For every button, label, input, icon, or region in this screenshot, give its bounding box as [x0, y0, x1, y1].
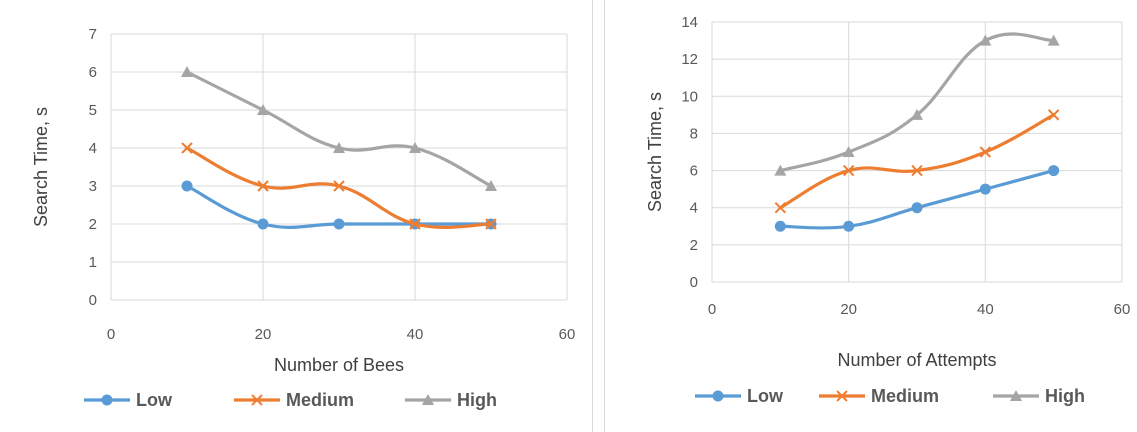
data-point-high — [842, 146, 855, 157]
data-point-medium — [842, 164, 855, 177]
data-point-medium-stroke — [911, 164, 923, 177]
gridlines — [110, 33, 568, 301]
data-point-high — [257, 104, 269, 115]
data-point-medium-stroke — [774, 202, 787, 214]
y-tick-label: 1 — [89, 254, 97, 271]
y-tick-label: 4 — [89, 140, 97, 157]
data-point-low — [774, 220, 786, 232]
x-tick-label: 20 — [255, 326, 272, 343]
legend-label-low: Low — [136, 390, 173, 410]
legend-label-high: High — [1045, 386, 1085, 406]
data-point-medium-stroke — [409, 218, 421, 230]
gridlines — [711, 21, 1123, 283]
data-point-medium — [911, 164, 923, 177]
series-low — [774, 165, 1060, 232]
data-point-medium — [485, 218, 497, 230]
data-point-medium — [1047, 109, 1060, 121]
legend-marker-medium — [251, 394, 263, 406]
legend-marker-medium-stroke — [251, 394, 263, 406]
y-tick-label: 12 — [681, 51, 698, 68]
y-tick-label: 0 — [690, 274, 698, 291]
data-point-low — [911, 202, 923, 214]
y-tick-label: 4 — [690, 200, 698, 217]
data-point-low — [843, 220, 855, 232]
series-line-low — [778, 168, 1056, 230]
data-point-low — [257, 218, 269, 230]
data-point-medium-stroke — [333, 180, 345, 192]
legend-marker-medium — [836, 390, 848, 402]
data-point-high — [1047, 34, 1060, 46]
data-point-medium — [979, 146, 992, 158]
y-tick-label: 10 — [681, 88, 698, 105]
x-axis-title: Number of Bees — [274, 355, 404, 375]
data-point-low — [181, 180, 193, 192]
data-point-low — [1048, 165, 1060, 177]
x-tick-label: 40 — [407, 326, 424, 343]
data-point-low — [979, 183, 991, 195]
x-tick-label: 0 — [708, 301, 716, 318]
series-medium — [774, 109, 1060, 214]
data-point-medium — [257, 180, 269, 192]
chart-attempts: 0 2 4 6 8 10 12 14 0 20 40 60 Number of Attempts Sear… — [645, 14, 1131, 406]
chart-panel-attempts: 0 2 4 6 8 10 12 14 0 20 40 60 Number of Attempts Sear… — [604, 0, 1137, 432]
y-axis-title: Search Time, s — [31, 107, 51, 227]
series-high — [774, 32, 1060, 176]
series-low — [181, 180, 497, 230]
x-tick-label: 60 — [1114, 301, 1131, 318]
x-tick-label: 20 — [840, 301, 857, 318]
legend-marker-low — [101, 394, 113, 406]
data-point-medium-stroke — [842, 164, 855, 177]
series-medium — [181, 142, 497, 230]
data-point-medium-stroke — [181, 142, 193, 154]
legend-marker-low — [712, 390, 724, 402]
y-tick-label: 6 — [690, 163, 698, 180]
data-point-medium-stroke — [257, 180, 269, 192]
series-line-high — [185, 70, 493, 188]
data-point-high — [979, 34, 992, 46]
y-tick-label: 8 — [690, 125, 698, 142]
legend-marker-medium-stroke — [836, 390, 848, 402]
x-tick-label: 60 — [559, 326, 576, 343]
chart-bees: 0 1 2 3 4 5 6 7 0 20 40 60 Number of Bees Search Time… — [31, 26, 576, 410]
data-point-high — [485, 180, 497, 191]
data-point-medium — [181, 142, 193, 154]
chart-panel-bees: 0 1 2 3 4 5 6 7 0 20 40 60 Number of Bees Search Time… — [31, 0, 593, 432]
y-tick-label: 6 — [89, 64, 97, 81]
data-point-medium — [333, 180, 345, 192]
data-point-high — [333, 142, 345, 153]
x-tick-label: 40 — [977, 301, 994, 318]
data-point-medium-stroke — [979, 146, 992, 158]
data-point-high — [409, 142, 421, 153]
data-point-medium-stroke — [485, 218, 497, 230]
data-point-low — [333, 218, 345, 230]
legend-label-low: Low — [747, 386, 784, 406]
legend: Low Medium High — [695, 386, 1085, 406]
y-tick-label: 3 — [89, 178, 97, 195]
y-tick-label: 7 — [89, 26, 97, 43]
legend-marker-high — [1010, 390, 1022, 401]
data-point-medium-stroke — [1047, 109, 1060, 121]
data-point-high — [911, 108, 923, 120]
data-point-high — [181, 66, 193, 77]
y-tick-label: 2 — [89, 216, 97, 233]
y-tick-label: 14 — [681, 14, 698, 31]
data-point-medium — [409, 218, 421, 230]
x-tick-label: 0 — [107, 326, 115, 343]
data-point-high — [774, 164, 787, 176]
series-high — [181, 66, 497, 191]
y-tick-label: 2 — [690, 237, 698, 254]
y-axis-title: Search Time, s — [645, 92, 665, 212]
legend-label-medium: Medium — [286, 390, 354, 410]
legend-label-high: High — [457, 390, 497, 410]
legend-marker-high — [422, 394, 434, 405]
legend-label-medium: Medium — [871, 386, 939, 406]
data-point-medium — [774, 202, 787, 214]
series-line-high — [778, 32, 1056, 173]
y-tick-label: 5 — [89, 102, 97, 119]
x-axis-title: Number of Attempts — [837, 350, 996, 370]
legend: Low Medium High — [84, 390, 497, 410]
y-tick-label: 0 — [89, 292, 97, 309]
